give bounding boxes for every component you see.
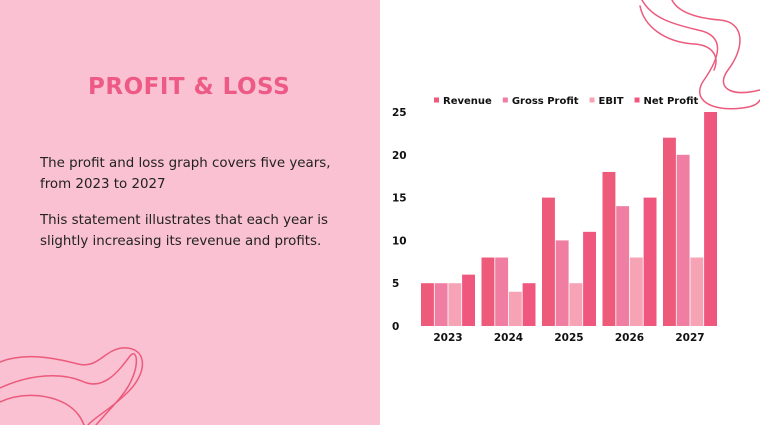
bar [462,274,475,326]
bar-group [481,257,536,326]
bar [643,197,657,326]
bar [522,283,536,326]
bar [555,240,569,326]
y-tick-label: 5 [392,278,399,290]
x-tick-label: 2023 [433,332,462,344]
squiggle-bottom-left-lower [0,394,85,425]
y-axis: 0 5 10 15 20 25 [392,107,407,333]
legend-label: Revenue [443,96,492,107]
bar [495,257,509,326]
legend-item: Gross Profit [502,96,579,107]
bar [616,206,630,326]
legend-swatch [634,97,640,103]
legend-label: Net Profit [644,96,699,107]
bar [421,283,434,326]
legend-item: Net Profit [634,96,699,107]
bar [542,197,555,326]
bar [481,257,495,326]
y-tick-label: 25 [392,107,407,119]
x-tick-label: 2026 [615,332,644,344]
legend-item: EBIT [589,96,624,107]
description-paragraph-1: The profit and loss graph covers five ye… [40,156,331,192]
chart-legend: Revenue Gross Profit EBIT Net Profit [434,96,698,107]
y-tick-label: 10 [392,235,407,247]
bar [434,283,448,326]
description-paragraph-2: This statement illustrates that each yea… [40,213,328,249]
chart-panel [380,0,760,425]
squiggle-top-right-inner [671,0,760,94]
squiggle-top-right-small [639,5,717,71]
bar [676,154,690,326]
bar-group [602,171,657,326]
y-tick-label: 15 [392,193,407,205]
bar-group [542,197,596,326]
legend-item: Revenue [434,96,492,107]
bar [629,257,643,326]
bar [602,171,616,326]
legend-swatch [502,97,508,103]
bar-group [663,112,717,326]
bar-group [421,274,475,326]
y-tick-label: 0 [392,321,399,333]
bar [583,231,596,326]
bar [704,112,717,326]
y-tick-label: 20 [392,150,407,162]
left-panel [0,0,380,425]
x-tick-label: 2024 [494,332,523,344]
chart-bars [421,112,717,326]
x-axis: 2023 2024 2025 2026 2027 [433,332,704,344]
bar [508,291,522,326]
x-tick-label: 2027 [675,332,704,344]
bar [569,283,583,326]
bar [663,137,676,326]
legend-label: Gross Profit [512,96,579,107]
squiggle-bottom-left-inner [0,353,138,425]
bar [448,283,462,326]
legend-label: EBIT [599,96,624,107]
bar [690,257,704,326]
x-tick-label: 2025 [554,332,583,344]
squiggle-top-right-outer [641,0,760,110]
legend-swatch [434,97,439,103]
slide-title: PROFIT & LOSS [88,74,291,100]
legend-swatch [589,97,595,103]
